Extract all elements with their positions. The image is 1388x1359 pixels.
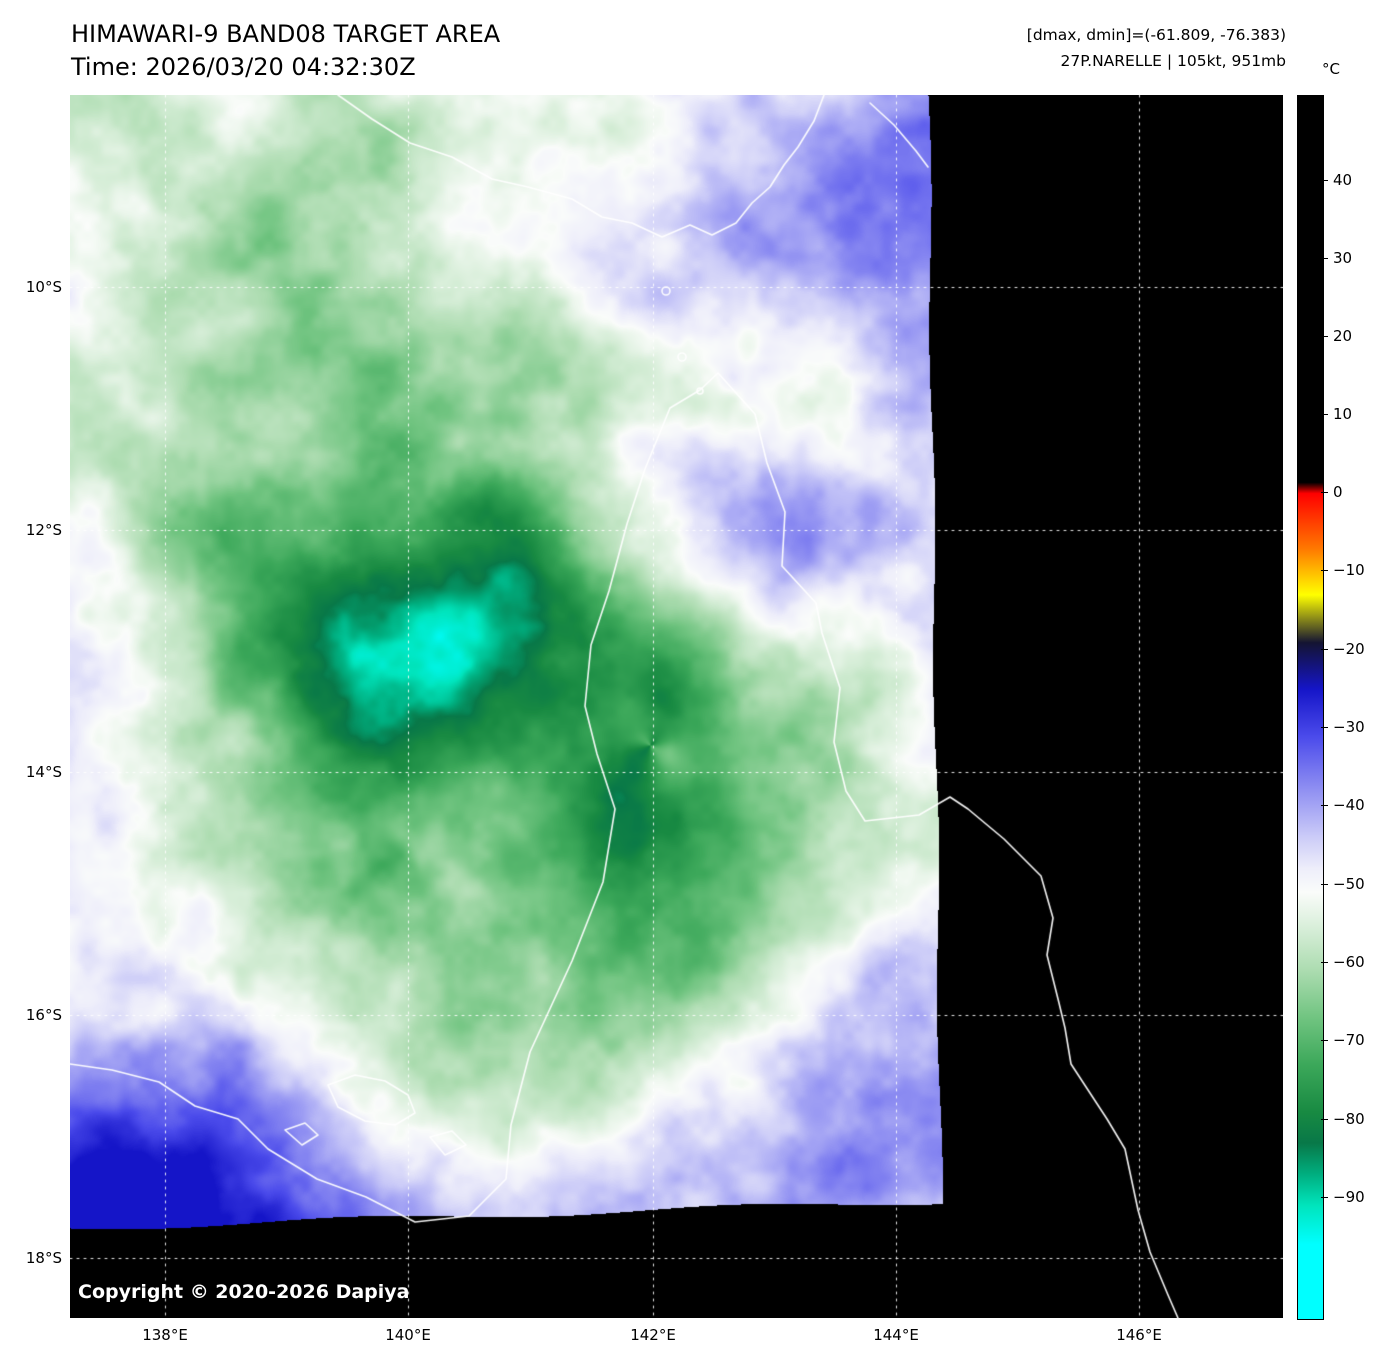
colorbar-unit-label: °C [1322, 60, 1340, 78]
figure-title: HIMAWARI-9 BAND08 TARGET AREA [71, 20, 501, 48]
colorbar-tick-m80: −80 [1321, 1110, 1365, 1128]
lat-label-16s: 16°S [25, 1006, 62, 1024]
lat-label-14s: 14°S [25, 763, 62, 781]
colorbar-tick-m40: −40 [1321, 796, 1365, 814]
satellite-map: Copyright © 2020-2026 Dapiya [70, 95, 1283, 1318]
lon-label-144e: 144°E [873, 1326, 919, 1344]
colorbar-tick-30: 30 [1320, 249, 1353, 267]
colorbar-tick-m60: −60 [1321, 953, 1365, 971]
lat-label-12s: 12°S [25, 521, 62, 539]
colorbar-tick-0: 0 [1321, 483, 1343, 501]
lat-label-18s: 18°S [25, 1249, 62, 1267]
colorbar-tick-10: 10 [1320, 405, 1353, 423]
lat-label-10s: 10°S [25, 278, 62, 296]
colorbar-tick-m30: −30 [1321, 718, 1365, 736]
colorbar-tick-40: 40 [1320, 171, 1353, 189]
colorbar-tick-m50: −50 [1321, 875, 1365, 893]
colorbar-tick-m70: −70 [1321, 1031, 1365, 1049]
figure-annotations: [dmax, dmin]=(-61.809, -76.383) 27P.NARE… [1027, 22, 1286, 74]
lon-label-138e: 138°E [142, 1326, 188, 1344]
colorbar-tick-20: 20 [1320, 327, 1353, 345]
timestamp: Time: 2026/03/20 04:32:30Z [71, 53, 416, 81]
lon-label-140e: 140°E [385, 1326, 431, 1344]
lon-label-142e: 142°E [630, 1326, 676, 1344]
storm-info: 27P.NARELLE | 105kt, 951mb [1060, 52, 1287, 70]
colorbar-tick-m20: −20 [1321, 640, 1365, 658]
dmax-dmin-readout: [dmax, dmin]=(-61.809, -76.383) [1026, 26, 1286, 44]
colorbar-tick-m90: −90 [1321, 1188, 1365, 1206]
satellite-imagery-canvas [70, 95, 1283, 1318]
copyright-watermark: Copyright © 2020-2026 Dapiya [78, 1281, 410, 1303]
temperature-colorbar [1297, 95, 1324, 1320]
colorbar-tick-m10: −10 [1321, 561, 1365, 579]
lon-label-146e: 146°E [1116, 1326, 1162, 1344]
